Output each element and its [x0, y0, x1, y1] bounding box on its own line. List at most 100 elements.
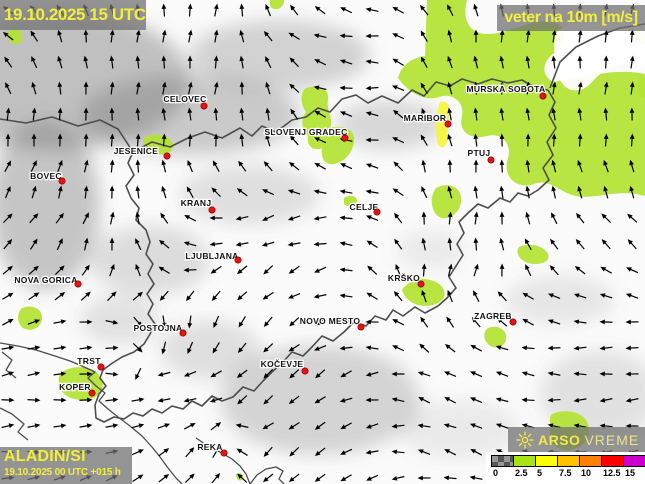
wind-arrow [547, 319, 561, 325]
wind-arrow [158, 266, 170, 274]
wind-arrow [263, 343, 274, 353]
wind-arrow [627, 213, 638, 223]
wind-arrow [521, 397, 535, 403]
wind-arrow [263, 265, 274, 275]
wind-arrow [447, 263, 453, 277]
legend-cell [492, 456, 514, 466]
brand-product: VREME [584, 431, 640, 448]
wind-arrow [547, 293, 561, 299]
wind-arrow [603, 133, 609, 147]
wind-arrow [629, 55, 635, 69]
variable-overlay: veter na 10m [m/s] [497, 5, 645, 31]
wind-arrow [27, 319, 41, 325]
wind-arrow [625, 397, 639, 403]
wind-arrow [183, 422, 196, 430]
city-label: NOVA GORICA [14, 275, 77, 285]
wind-arrow [365, 319, 379, 325]
wind-arrow [314, 473, 326, 482]
wind-arrow [551, 107, 557, 121]
city-dot [444, 120, 452, 128]
wind-arrow [105, 319, 119, 325]
wind-arrow [525, 29, 531, 43]
wind-arrow [576, 212, 585, 224]
city-dot [88, 389, 96, 397]
sun-icon [516, 431, 534, 448]
wind-arrow [499, 107, 505, 121]
wind-arrow [421, 186, 428, 199]
wind-arrow [629, 29, 635, 43]
wind-arrow [109, 29, 115, 43]
wind-arrow [158, 474, 170, 483]
wind-arrow [238, 316, 246, 328]
wind-arrow [314, 110, 326, 118]
wind-arrow [237, 291, 248, 301]
model-run: 19.10.2025 00 UTC +015 h [4, 467, 121, 478]
wind-arrow [105, 371, 119, 377]
wind-arrow [495, 423, 509, 429]
wind-arrow [213, 29, 219, 43]
wind-arrow [391, 397, 405, 403]
wind-arrow [131, 397, 145, 403]
wind-arrow [57, 81, 63, 95]
wind-arrow [161, 185, 167, 199]
wind-area-green [398, 0, 645, 197]
wind-arrow [629, 185, 635, 199]
wind-arrow [599, 345, 613, 351]
wind-arrow [289, 57, 299, 68]
wind-arrow [209, 397, 223, 403]
wind-arrow [603, 29, 609, 43]
wind-arrow [288, 265, 300, 274]
wind-arrow [625, 371, 639, 377]
wind-arrow [419, 4, 429, 16]
wind-arrow [55, 212, 64, 224]
wind-arrow [547, 397, 561, 403]
wind-arrow [1, 318, 14, 326]
legend-cell [558, 456, 580, 466]
wind-arrow [601, 213, 612, 224]
wind-arrow [289, 317, 300, 327]
wind-arrow [629, 107, 635, 121]
wind-arrow [551, 159, 557, 173]
wind-arrow [135, 159, 141, 173]
wind-arrow [392, 33, 405, 40]
wind-arrow [212, 446, 220, 458]
wind-arrow [365, 85, 379, 91]
wind-arrow [417, 371, 431, 377]
wind-arrow [470, 397, 483, 404]
wind-arrow [601, 239, 611, 250]
wind-arrow [366, 474, 379, 481]
city-label: KOČEVJE [261, 358, 304, 369]
wind-arrow [392, 137, 405, 144]
wind-arrow [391, 423, 405, 429]
legend-cell [536, 456, 558, 466]
wind-arrow [471, 317, 481, 328]
wind-arrow [473, 263, 479, 277]
wind-arrow [287, 189, 301, 195]
wind-arrow [499, 211, 505, 225]
wind-arrow [313, 189, 327, 195]
wind-arrow [499, 81, 505, 95]
wind-arrow [1, 423, 15, 429]
wind-arrow [447, 81, 453, 95]
wind-arrow [314, 421, 326, 430]
wind-arrow [392, 109, 404, 119]
wind-arrow [365, 7, 379, 13]
wind-arrow [27, 345, 41, 351]
wind-arrow [577, 81, 583, 95]
wind-arrow [83, 133, 89, 147]
wind-arrow [263, 30, 273, 42]
wind-area-green [431, 185, 462, 219]
wind-arrow [184, 473, 195, 483]
wind-arrow [551, 212, 558, 225]
wind-arrow [599, 319, 613, 325]
city-dot [163, 152, 171, 160]
wind-arrow [599, 397, 613, 403]
wind-arrow [473, 55, 479, 69]
wind-arrow [161, 55, 167, 69]
wind-arrow [340, 474, 352, 482]
wind-arrow [28, 292, 40, 301]
wind-arrow [57, 55, 63, 69]
wind-arrow [290, 108, 299, 120]
city-label: POSTOJNA [133, 323, 182, 333]
